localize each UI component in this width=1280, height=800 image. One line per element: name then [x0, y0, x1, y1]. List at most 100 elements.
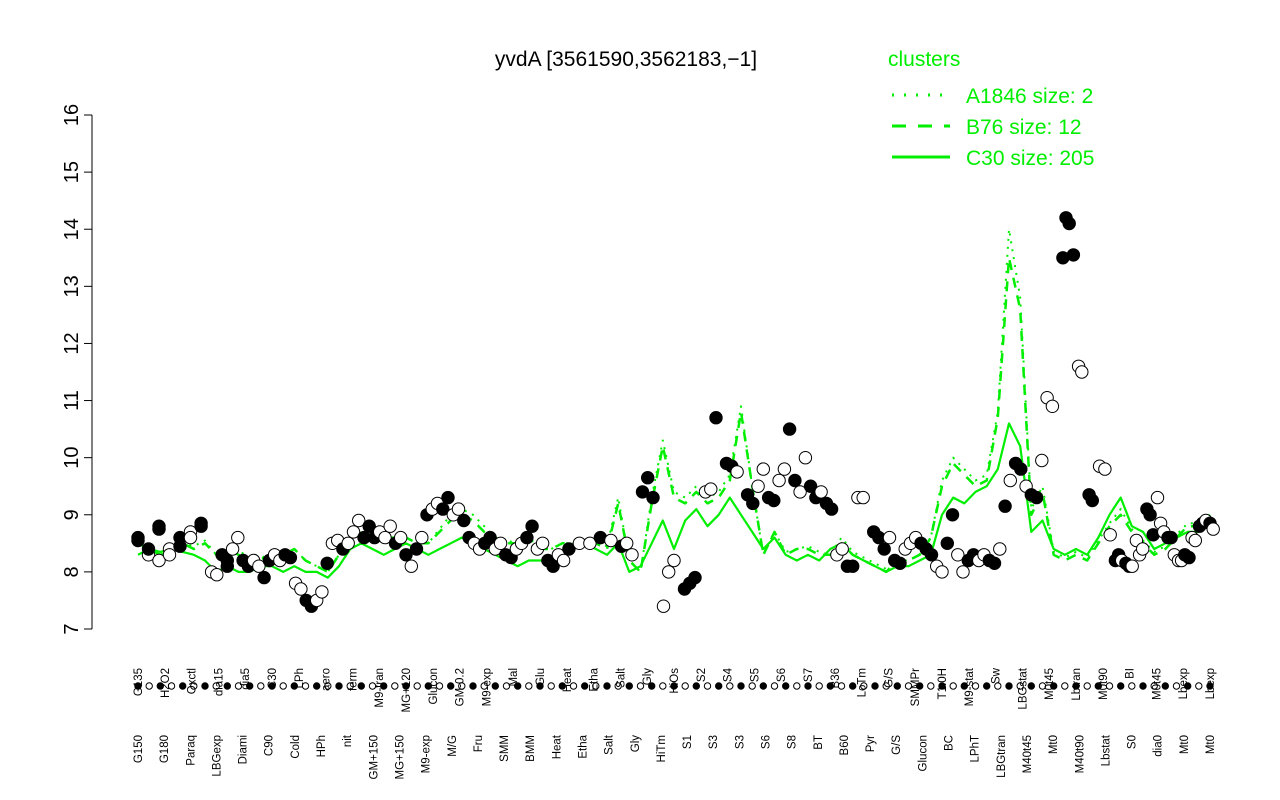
x-tick-label: M9-exp	[421, 735, 433, 773]
legend-label: B76 size: 12	[966, 116, 1082, 139]
y-tick-label: 15	[61, 161, 83, 183]
data-point	[667, 553, 681, 568]
x-tick-label: T1.0H	[937, 668, 949, 699]
x-marker	[804, 682, 812, 690]
data-point	[409, 542, 424, 556]
x-tick-label: Oxctl	[187, 668, 199, 694]
data-point	[441, 490, 455, 505]
data-point	[945, 508, 960, 522]
data-point	[1075, 365, 1089, 379]
data-point	[152, 553, 166, 568]
data-point	[1103, 528, 1117, 542]
x-marker	[301, 682, 310, 690]
x-marker	[815, 682, 823, 690]
x-tick-label: M40t45	[1022, 735, 1034, 773]
x-marker	[391, 682, 399, 690]
x-marker	[134, 682, 142, 690]
data-point	[856, 490, 870, 505]
data-point	[1098, 462, 1112, 476]
x-tick-label: ferm	[347, 668, 359, 691]
x-tick-label: C90	[264, 735, 276, 756]
x-marker	[1050, 682, 1058, 690]
x-tick-label: Salt	[615, 667, 627, 688]
x-tick-label: Mt0	[1205, 735, 1217, 754]
x-tick-label: G135	[133, 668, 145, 696]
x-marker	[279, 682, 287, 690]
data-point	[951, 548, 965, 562]
x-marker	[916, 682, 924, 690]
x-tick-label: Glucon	[428, 668, 440, 704]
data-point	[320, 556, 334, 570]
data-point	[893, 556, 907, 570]
x-marker	[927, 682, 935, 690]
x-tick-label: Sw	[991, 667, 1003, 684]
data-point	[935, 565, 949, 579]
x-tick-label: HPh	[316, 735, 328, 757]
data-point	[635, 485, 650, 499]
x-tick-label: S3	[708, 735, 720, 749]
data-point	[378, 530, 392, 545]
x-marker	[1083, 682, 1091, 690]
x-marker	[681, 682, 689, 690]
data-point	[625, 548, 639, 562]
x-marker	[1027, 682, 1036, 690]
x-marker	[748, 682, 756, 690]
x-marker	[726, 682, 734, 690]
data-point	[824, 502, 839, 516]
x-tick-label: Lbexp	[1178, 668, 1190, 699]
x-tick-label: S7	[803, 668, 815, 682]
data-point	[225, 542, 240, 556]
x-tick-label: Cold	[290, 735, 302, 759]
data-point	[493, 536, 508, 550]
data-point	[315, 585, 329, 599]
data-point	[620, 536, 634, 550]
x-tick-label: Heat	[562, 667, 574, 692]
series-line-dashed	[137, 256, 1211, 574]
x-marker	[994, 682, 1002, 690]
x-marker	[826, 682, 834, 690]
data-point	[436, 502, 450, 516]
x-marker	[435, 682, 444, 690]
x-tick-label: S5	[749, 668, 761, 682]
x-marker	[313, 682, 321, 690]
data-point	[483, 530, 497, 545]
x-marker	[156, 682, 165, 690]
data-point	[1164, 530, 1178, 545]
x-tick-label: Mal	[508, 668, 520, 687]
x-marker	[692, 682, 700, 690]
x-marker	[424, 682, 432, 690]
x-tick-label: Fru	[473, 735, 485, 752]
x-marker	[447, 682, 455, 690]
x-marker	[1128, 682, 1136, 690]
x-marker	[335, 682, 343, 690]
x-tick-label: LBGexp	[211, 735, 223, 777]
data-point	[987, 556, 1002, 570]
x-marker	[1184, 682, 1192, 690]
data-point	[451, 502, 466, 516]
x-tick-label: M9-stat	[964, 667, 976, 706]
data-point	[646, 490, 660, 505]
x-tick-label: BT	[813, 735, 825, 750]
data-point	[399, 548, 413, 562]
chart-title: yvdA [3561590,3562183,−1]	[495, 48, 757, 71]
data-point	[341, 536, 355, 550]
x-tick-label: Gly	[642, 668, 654, 686]
data-point	[1003, 473, 1017, 488]
data-point	[283, 550, 298, 565]
x-marker	[860, 682, 868, 690]
x-marker	[413, 682, 421, 690]
x-tick-label: M9-tran	[374, 668, 386, 708]
legend-label: A1846 size: 2	[966, 85, 1093, 108]
x-tick-label: SMM	[499, 735, 511, 762]
x-marker	[1005, 682, 1013, 690]
x-marker	[212, 682, 220, 690]
x-tick-label: Etha	[578, 734, 590, 758]
data-point	[1066, 248, 1081, 262]
data-point	[877, 542, 891, 556]
x-marker	[1061, 682, 1069, 690]
data-point	[924, 548, 939, 562]
x-marker	[971, 682, 980, 690]
x-tick-label: HiOs	[669, 668, 681, 694]
